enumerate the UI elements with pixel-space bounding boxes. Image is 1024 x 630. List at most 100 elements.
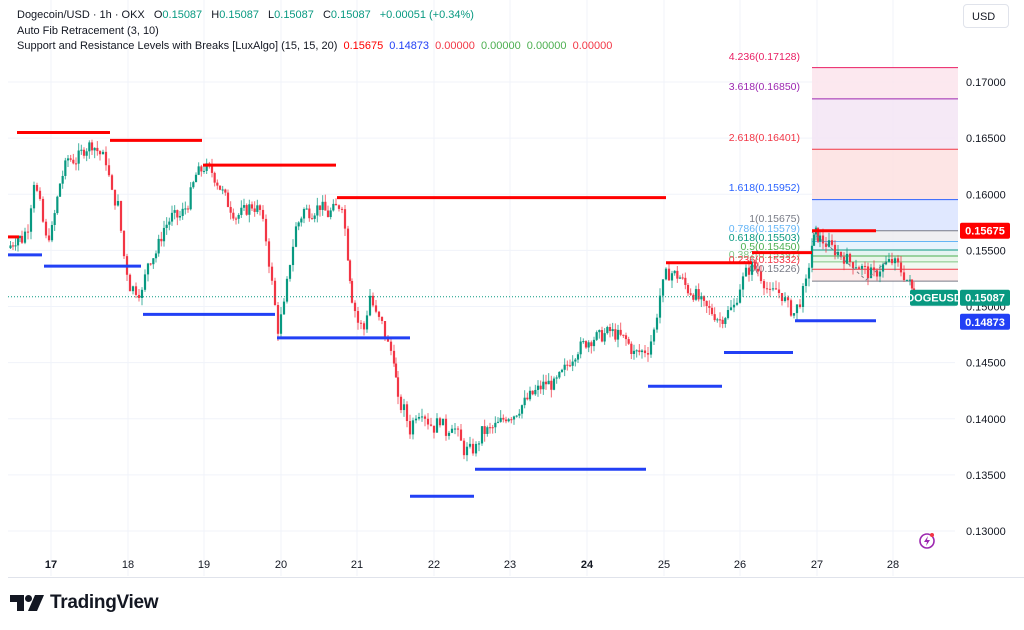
y-axis-tick-label: 0.13000	[966, 526, 1006, 538]
candle-body	[510, 419, 513, 421]
x-axis-tick-label: 23	[504, 559, 516, 571]
candle-body	[568, 365, 572, 367]
candle-body	[783, 297, 787, 302]
ohlc-open-value: 0.15087	[162, 9, 203, 21]
candle-body	[768, 288, 772, 290]
candle-body	[765, 288, 769, 290]
fib-level-label: 1(0.15675)	[749, 213, 800, 225]
candle-body	[165, 224, 168, 228]
candle-body	[20, 235, 24, 243]
candle-body	[504, 419, 508, 422]
candle-body	[205, 163, 208, 171]
candle-body	[396, 377, 400, 397]
candle-body	[29, 208, 33, 232]
candle-body	[234, 218, 238, 220]
candle-body	[408, 421, 412, 435]
candle-body	[774, 288, 778, 290]
x-axis-tick-label: 24	[581, 559, 594, 571]
fib-zone	[812, 98, 958, 150]
candle-body	[600, 330, 604, 342]
ohlc-close-label: C	[322, 9, 331, 21]
candle-body	[499, 417, 502, 422]
candle-body	[90, 142, 94, 151]
candle-body	[821, 235, 825, 244]
candle-body	[447, 432, 451, 436]
candle-body	[678, 277, 682, 279]
candle-body	[845, 253, 849, 264]
candle-body	[830, 240, 834, 245]
candle-body	[53, 213, 56, 225]
candle-body	[113, 189, 117, 206]
candle-body	[741, 276, 745, 290]
candle-body	[632, 350, 636, 355]
candle-body	[571, 361, 574, 366]
candle-body	[74, 163, 78, 165]
candle-body	[11, 245, 15, 247]
tradingview-logo[interactable]: TradingView	[10, 592, 159, 614]
candle-body	[875, 270, 879, 277]
candle-body	[374, 305, 378, 312]
candle-body	[520, 405, 524, 414]
candle-body	[237, 214, 240, 219]
indicator-value: 0.00000	[432, 40, 475, 52]
candle-body	[899, 262, 903, 273]
ohlc-low-label: L	[268, 9, 275, 21]
candle-body	[459, 429, 463, 441]
symbol-title[interactable]: Dogecoin/USD · 1h · OKX	[17, 9, 145, 21]
candle-body	[58, 183, 62, 197]
ohlc-open-label: O	[153, 9, 163, 21]
candle-body	[359, 322, 363, 324]
indicator-sr-row[interactable]: Support and Resistance Levels with Break…	[17, 39, 612, 55]
candle-body	[389, 341, 393, 351]
candle-body	[420, 416, 424, 418]
candle-body	[297, 222, 300, 227]
chart-pane[interactable]	[8, 0, 1024, 578]
candle-body	[595, 332, 598, 340]
candle-body	[399, 396, 403, 411]
y-axis-tick-label: 0.13500	[966, 470, 1006, 482]
candle-body	[122, 230, 126, 257]
candle-body	[35, 184, 39, 191]
candle-body	[836, 251, 840, 256]
candle-body	[324, 201, 327, 211]
candle-body	[795, 304, 799, 314]
candle-body	[908, 279, 912, 281]
candle-body	[305, 208, 308, 210]
indicator-sr-title[interactable]: Support and Resistance Levels with Break…	[17, 40, 338, 52]
candle-body	[684, 277, 687, 285]
candle-body	[702, 296, 706, 301]
candle-body	[380, 316, 384, 321]
candle-body	[47, 235, 51, 241]
candle-body	[343, 209, 347, 229]
candle-body	[697, 289, 700, 300]
fib-level-label: 4.236(0.17128)	[729, 51, 800, 63]
candle-body	[616, 329, 620, 340]
y-axis-tick-label: 0.15500	[966, 245, 1006, 257]
resistance-price-tag: 0.15675	[965, 226, 1005, 238]
candle-body	[16, 238, 20, 246]
candle-body	[673, 270, 676, 274]
candle-body	[542, 381, 545, 390]
currency-button[interactable]: USD	[963, 4, 1009, 28]
candle-body	[82, 149, 86, 156]
candle-body	[310, 218, 314, 220]
candle-body	[884, 261, 888, 265]
candle-body	[253, 208, 256, 212]
candle-body	[93, 147, 96, 151]
candle-body	[218, 185, 222, 190]
price-chart-canvas[interactable]: 4.236(0.17128) 3.618(0.16850) 2.618(0.1640…	[0, 0, 1024, 590]
candle-body	[534, 389, 537, 395]
candle-body	[270, 266, 274, 281]
candle-body	[627, 339, 630, 344]
lightning-icon[interactable]	[919, 533, 935, 549]
candle-body	[392, 350, 396, 364]
indicator-fib-title[interactable]: Auto Fib Retracement (3, 10)	[17, 24, 159, 37]
candle-body	[85, 151, 88, 156]
candle-body	[726, 310, 730, 319]
fib-zone	[812, 255, 958, 262]
indicator-fib-row[interactable]: Auto Fib Retracement (3, 10)	[17, 24, 612, 40]
candle-body	[576, 354, 580, 360]
candle-body	[753, 261, 757, 269]
candle-body	[552, 378, 556, 390]
x-axis-tick-label: 25	[658, 559, 670, 571]
